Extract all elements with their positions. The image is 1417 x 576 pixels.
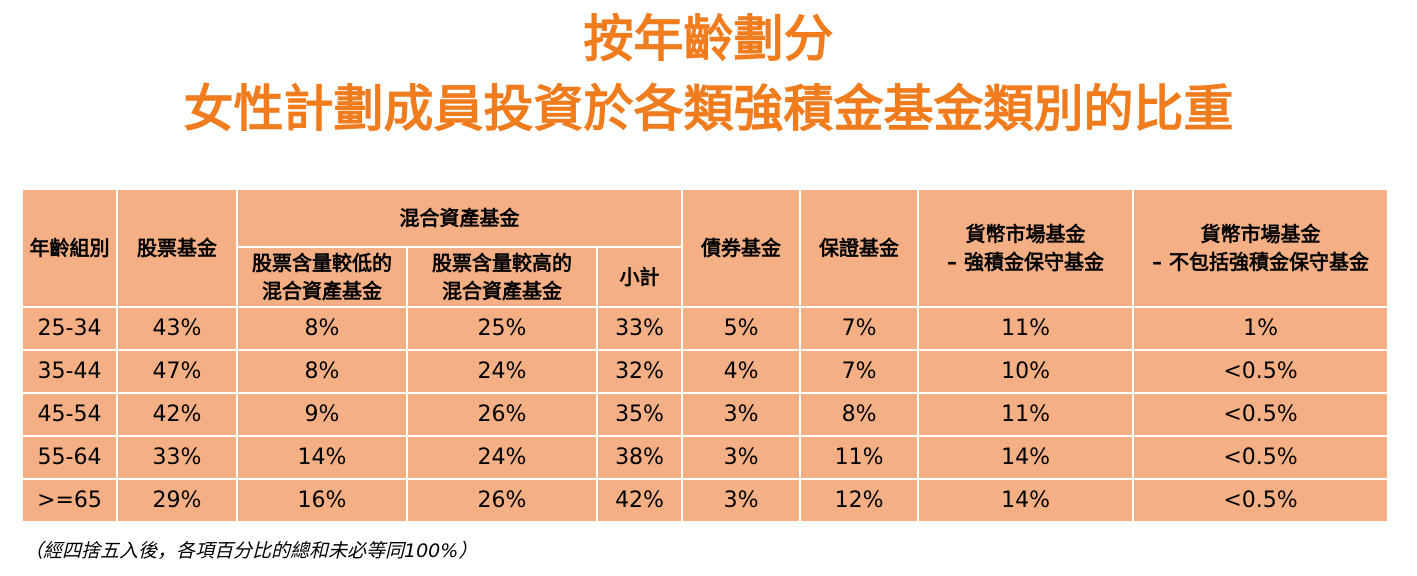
cell-subtotal: 33% bbox=[595, 306, 684, 351]
header-line: 貨幣市場基金 bbox=[965, 222, 1086, 246]
cell-age-group: 45-54 bbox=[21, 392, 118, 437]
footnote: （經四捨五入後，各項百分比的總和未必等同100%） bbox=[24, 540, 478, 562]
header-line: 股票含量較高的 bbox=[432, 251, 572, 275]
cell-guaranteed: 7% bbox=[799, 349, 920, 394]
header-line: 股票含量較低的 bbox=[252, 251, 392, 275]
cell-age-group: >=65 bbox=[21, 478, 118, 523]
cell-mmf-mpf: 11% bbox=[917, 306, 1135, 351]
table-row: >=65 29% 16% 26% 42% 3% 12% 14% <0.5% bbox=[21, 478, 1390, 523]
cell-mixed-low: 8% bbox=[236, 349, 408, 394]
page-title: 按年齡劃分 bbox=[583, 10, 834, 68]
table-row: 45-54 42% 9% 26% 35% 3% 8% 11% <0.5% bbox=[21, 392, 1390, 437]
cell-mmf-mpf: 14% bbox=[917, 478, 1135, 523]
table-row: 25-34 43% 8% 25% 33% 5% 7% 11% 1% bbox=[21, 306, 1390, 351]
cell-equity: 47% bbox=[116, 349, 238, 394]
header-mixed-low-equity: 股票含量較低的 混合資產基金 bbox=[236, 246, 408, 308]
cell-mixed-low: 16% bbox=[236, 478, 408, 523]
cell-subtotal: 35% bbox=[595, 392, 684, 437]
header-mmf-mpf-conservative: 貨幣市場基金 – 強積金保守基金 bbox=[917, 188, 1135, 308]
cell-mmf-other: <0.5% bbox=[1132, 435, 1390, 480]
cell-bond: 3% bbox=[681, 435, 802, 480]
header-line: 混合資產基金 bbox=[262, 279, 382, 303]
cell-mixed-high: 26% bbox=[406, 392, 598, 437]
cell-guaranteed: 8% bbox=[799, 392, 920, 437]
cell-guaranteed: 12% bbox=[799, 478, 920, 523]
cell-equity: 33% bbox=[116, 435, 238, 480]
header-line: – 強積金保守基金 bbox=[947, 250, 1105, 274]
cell-mmf-other: 1% bbox=[1132, 306, 1390, 351]
cell-equity: 43% bbox=[116, 306, 238, 351]
cell-equity: 42% bbox=[116, 392, 238, 437]
cell-age-group: 25-34 bbox=[21, 306, 118, 351]
cell-mixed-high: 24% bbox=[406, 349, 598, 394]
cell-mmf-other: <0.5% bbox=[1132, 392, 1390, 437]
cell-mixed-high: 24% bbox=[406, 435, 598, 480]
cell-mmf-mpf: 11% bbox=[917, 392, 1135, 437]
cell-age-group: 55-64 bbox=[21, 435, 118, 480]
header-subtotal: 小計 bbox=[595, 246, 684, 308]
cell-mixed-low: 9% bbox=[236, 392, 408, 437]
cell-mixed-low: 14% bbox=[236, 435, 408, 480]
table-subheader-row: 股票含量較低的 混合資產基金 股票含量較高的 混合資產基金 小計 bbox=[22, 246, 1388, 308]
cell-mmf-mpf: 10% bbox=[917, 349, 1135, 394]
cell-mixed-high: 25% bbox=[406, 306, 598, 351]
table-row: 55-64 33% 14% 24% 38% 3% 11% 14% <0.5% bbox=[21, 435, 1390, 480]
cell-bond: 4% bbox=[681, 349, 802, 394]
header-line: 貨幣市場基金 bbox=[1200, 222, 1321, 246]
cell-subtotal: 42% bbox=[595, 478, 684, 523]
header-mmf-other: 貨幣市場基金 – 不包括強積金保守基金 bbox=[1132, 188, 1390, 308]
cell-bond: 3% bbox=[681, 392, 802, 437]
cell-mixed-high: 26% bbox=[406, 478, 598, 523]
header-guaranteed-fund: 保證基金 bbox=[799, 188, 920, 308]
header-age-group: 年齡組別 bbox=[21, 188, 118, 308]
cell-guaranteed: 7% bbox=[799, 306, 920, 351]
header-line: – 不包括強積金保守基金 bbox=[1152, 250, 1370, 274]
cell-subtotal: 38% bbox=[595, 435, 684, 480]
cell-bond: 5% bbox=[681, 306, 802, 351]
header-bond-fund: 債券基金 bbox=[681, 188, 802, 308]
cell-mmf-other: <0.5% bbox=[1132, 478, 1390, 523]
header-mixed-assets-fund: 混合資產基金 bbox=[235, 188, 684, 248]
table-header-row: 年齡組別 股票基金 混合資產基金 債券基金 保證基金 貨幣市場基金 – 強積金保… bbox=[21, 188, 1390, 308]
cell-guaranteed: 11% bbox=[799, 435, 920, 480]
cell-mmf-other: <0.5% bbox=[1132, 349, 1390, 394]
header-equity-fund: 股票基金 bbox=[116, 188, 238, 308]
page-subtitle: 女性計劃成員投資於各類強積金基金類別的比重 bbox=[183, 80, 1234, 138]
header-mixed-high-equity: 股票含量較高的 混合資產基金 bbox=[406, 246, 598, 308]
table-row: 35-44 47% 8% 24% 32% 4% 7% 10% <0.5% bbox=[21, 349, 1390, 394]
cell-age-group: 35-44 bbox=[21, 349, 118, 394]
cell-mixed-low: 8% bbox=[236, 306, 408, 351]
cell-subtotal: 32% bbox=[595, 349, 684, 394]
header-line: 混合資產基金 bbox=[442, 279, 562, 303]
fund-allocation-table: 年齡組別 股票基金 混合資產基金 債券基金 保證基金 貨幣市場基金 – 強積金保… bbox=[21, 188, 1390, 523]
cell-bond: 3% bbox=[681, 478, 802, 523]
cell-mmf-mpf: 14% bbox=[917, 435, 1135, 480]
cell-equity: 29% bbox=[116, 478, 238, 523]
